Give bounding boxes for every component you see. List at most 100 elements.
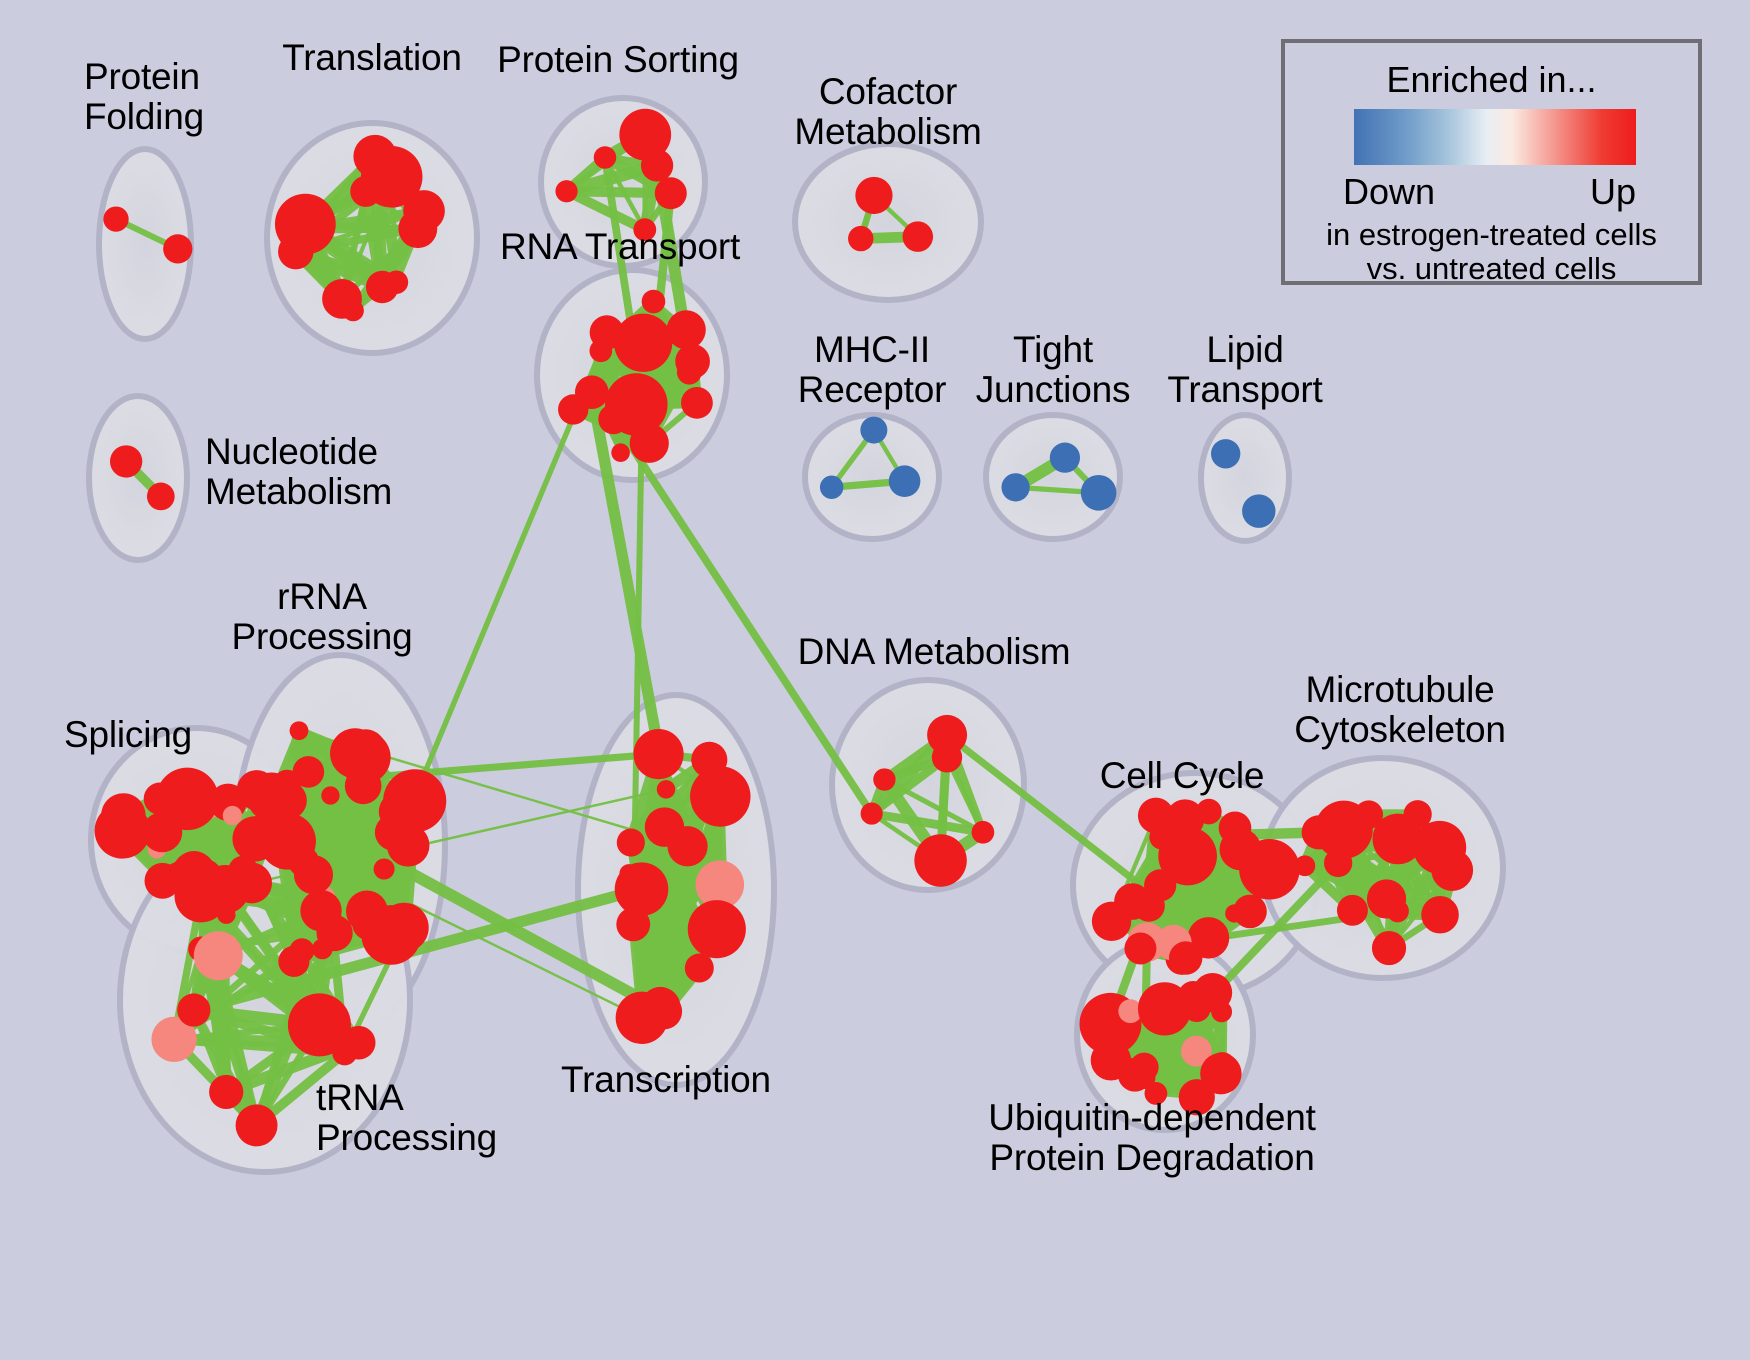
cluster-label: Protein Folding xyxy=(84,57,204,136)
gene-set-node xyxy=(317,914,348,945)
gene-set-node xyxy=(684,953,714,983)
gene-set-node xyxy=(288,845,319,877)
cluster-label: Cofactor Metabolism xyxy=(488,72,1288,151)
gene-set-node xyxy=(361,905,422,965)
cluster-label-line: DNA Metabolism xyxy=(797,631,1071,672)
cluster-ellipse xyxy=(802,412,942,542)
legend-color-bar xyxy=(1354,109,1636,165)
gene-set-node xyxy=(1192,972,1233,1013)
gene-set-node xyxy=(344,767,382,805)
cluster-label: Cell Cycle xyxy=(782,756,1582,796)
cluster-label-line: Transport xyxy=(1167,368,1323,410)
gene-set-node xyxy=(193,931,243,981)
gene-set-node xyxy=(613,313,673,372)
gene-set-node xyxy=(1137,982,1192,1036)
gene-set-node xyxy=(1080,474,1117,511)
gene-set-node xyxy=(848,225,874,252)
gene-set-node xyxy=(611,443,630,462)
cluster-label: Tight Junctions xyxy=(653,330,1453,409)
gene-set-node xyxy=(177,993,211,1027)
cluster-label-line: Cell Cycle xyxy=(1099,755,1265,796)
gene-set-node xyxy=(1421,896,1459,934)
gene-set-node xyxy=(687,900,746,959)
gene-set-node xyxy=(321,786,340,805)
cluster-ellipse xyxy=(1198,412,1292,544)
gene-set-node xyxy=(398,209,438,249)
gene-set-node xyxy=(1137,797,1174,834)
gene-set-node xyxy=(244,871,267,894)
edge xyxy=(561,186,650,235)
cluster-label: Splicing xyxy=(64,715,192,755)
legend-caption-line-2: vs. untreated cells xyxy=(1366,251,1617,286)
gene-set-node xyxy=(1118,999,1143,1024)
gene-set-node xyxy=(1239,838,1300,900)
gene-set-node xyxy=(690,766,751,827)
legend-high-label: Up xyxy=(1589,171,1636,212)
cluster-label: Transcription xyxy=(266,1060,1066,1100)
gene-set-node xyxy=(681,386,713,419)
cluster-label-line: Splicing xyxy=(64,714,192,755)
cluster-label-line: Processing xyxy=(231,615,413,657)
gene-set-node xyxy=(344,729,387,771)
legend-box: Enriched in... Down Up in estrogen-treat… xyxy=(1281,39,1702,286)
gene-set-node xyxy=(589,339,613,363)
gene-set-node xyxy=(1242,494,1276,528)
cluster-label-line: Metabolism xyxy=(794,110,982,152)
gene-set-node xyxy=(1144,1082,1168,1105)
gene-set-node xyxy=(971,820,995,844)
gene-set-node xyxy=(666,310,706,350)
cluster-label-line: Metabolism xyxy=(205,470,393,512)
gene-set-node xyxy=(235,1104,278,1147)
gene-set-node xyxy=(902,221,934,252)
cluster-label: rRNA Processing xyxy=(0,577,722,656)
gene-set-node xyxy=(360,145,423,208)
cluster-label-line: Translation xyxy=(282,37,462,78)
cluster-ellipse xyxy=(983,412,1123,542)
cluster-label-line: Protein xyxy=(84,56,200,97)
gene-set-node xyxy=(156,767,219,831)
gene-set-node xyxy=(1124,932,1157,965)
gene-set-node xyxy=(1372,813,1424,865)
cluster-label-line: Receptor xyxy=(797,368,947,410)
gene-set-node xyxy=(1091,901,1132,942)
edge xyxy=(943,731,1213,942)
legend-low-label: Down xyxy=(1343,171,1436,212)
gene-set-node xyxy=(1371,930,1407,966)
edge xyxy=(602,155,648,232)
cluster-label-line: RNA Transport xyxy=(499,226,741,267)
gene-set-node xyxy=(654,177,687,210)
cluster-label: DNA Metabolism xyxy=(534,632,1334,672)
gene-set-node xyxy=(667,826,708,867)
cluster-label-line: Microtubule xyxy=(1305,669,1495,710)
gene-set-node xyxy=(1196,798,1222,825)
gene-set-node xyxy=(209,1074,244,1110)
gene-set-node xyxy=(574,375,609,410)
gene-set-node xyxy=(1294,855,1316,877)
gene-set-node xyxy=(109,445,143,478)
gene-set-node xyxy=(289,721,309,741)
gene-set-node xyxy=(146,482,175,511)
gene-set-node xyxy=(365,270,399,304)
cluster-label: tRNA Processing xyxy=(316,1078,497,1157)
gene-set-node xyxy=(274,193,336,255)
gene-set-node xyxy=(593,146,617,169)
cluster-label: Translation xyxy=(0,38,772,78)
gene-set-node xyxy=(855,176,893,215)
gene-set-node xyxy=(619,108,672,161)
node-layer xyxy=(94,108,1474,1147)
cluster-label-line: Cofactor xyxy=(818,71,958,112)
gene-set-node xyxy=(386,824,430,867)
cluster-label-line: Processing xyxy=(316,1116,498,1158)
gene-set-node xyxy=(222,805,243,826)
gene-set-node xyxy=(342,299,364,322)
gene-set-node xyxy=(888,465,921,497)
gene-set-node xyxy=(641,289,666,314)
gene-set-node xyxy=(656,780,676,799)
gene-set-node xyxy=(640,149,674,182)
cluster-label-line: Protein Sorting xyxy=(497,39,739,80)
gene-set-node xyxy=(614,862,669,916)
gene-set-node xyxy=(931,742,963,773)
cluster-label-line: Ubiquitin-dependent xyxy=(988,1097,1316,1138)
